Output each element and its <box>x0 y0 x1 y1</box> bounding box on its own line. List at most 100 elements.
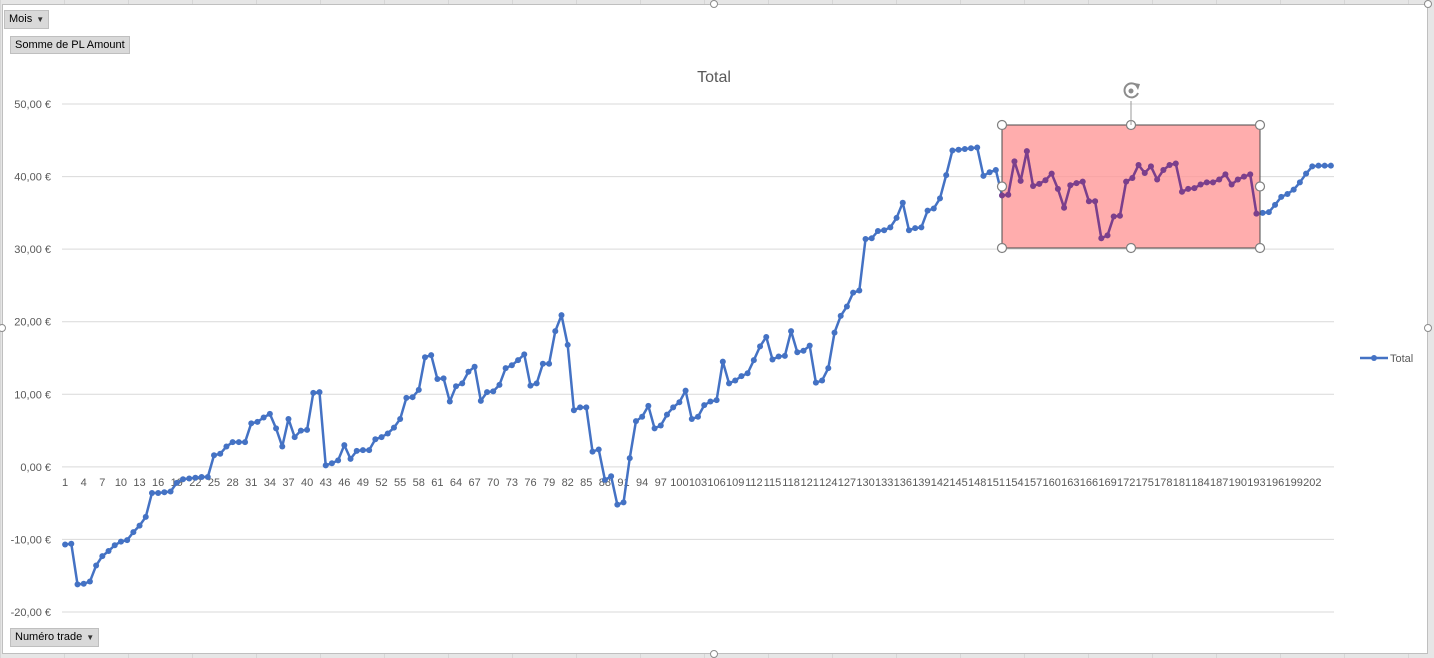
data-point <box>515 357 522 364</box>
x-tick-label: 112 <box>745 477 763 489</box>
x-tick-label: 73 <box>506 477 518 489</box>
data-point <box>775 353 782 360</box>
data-point <box>949 147 956 154</box>
highlighted-data-point <box>1172 160 1179 167</box>
x-tick-label: 118 <box>782 477 800 489</box>
highlighted-data-point <box>1092 198 1099 205</box>
data-point <box>353 447 360 454</box>
data-point <box>887 224 894 231</box>
shape-resize-handle[interactable] <box>1254 242 1266 254</box>
data-point <box>477 397 484 404</box>
data-point <box>732 377 739 384</box>
data-point <box>781 352 788 359</box>
data-point <box>589 448 596 455</box>
data-point <box>266 410 273 417</box>
data-point <box>273 425 280 432</box>
highlighted-data-point <box>1042 177 1049 184</box>
x-tick-label: 28 <box>227 477 239 489</box>
data-point <box>490 388 497 395</box>
chart-resize-handle-top[interactable] <box>710 0 718 8</box>
rotate-arrowhead <box>1134 83 1140 90</box>
highlighted-data-point <box>1203 179 1210 186</box>
x-tick-label: 40 <box>301 477 313 489</box>
shape-resize-handle[interactable] <box>996 119 1008 131</box>
highlighted-data-point <box>1222 171 1229 178</box>
data-point <box>217 450 224 457</box>
data-point <box>688 415 695 422</box>
data-point <box>1290 186 1297 193</box>
chart-resize-handle-right[interactable] <box>1424 324 1432 332</box>
data-point <box>117 538 124 545</box>
data-point <box>707 398 714 405</box>
data-point <box>130 529 137 536</box>
data-point <box>390 424 397 431</box>
data-point <box>719 358 726 365</box>
data-point <box>974 144 981 151</box>
highlighted-data-point <box>1073 180 1080 187</box>
data-point <box>80 580 87 587</box>
data-point <box>179 476 186 483</box>
x-tick-label: 202 <box>1303 477 1321 489</box>
rotate-icon[interactable] <box>1123 82 1140 99</box>
highlighted-data-point <box>1191 185 1198 192</box>
x-tick-label: 43 <box>320 477 332 489</box>
chart-resize-handle-top-right[interactable] <box>1424 0 1432 8</box>
x-tick-label: 124 <box>819 477 837 489</box>
data-point <box>539 360 546 367</box>
y-tick-label: -20,00 € <box>11 607 51 619</box>
data-point <box>335 457 342 464</box>
highlighted-data-point <box>1228 181 1235 188</box>
x-tick-label: 187 <box>1210 477 1228 489</box>
x-tick-label: 64 <box>450 477 462 489</box>
data-point <box>608 473 615 480</box>
highlighted-data-point <box>1098 235 1105 242</box>
x-tick-label: 85 <box>580 477 592 489</box>
shape-resize-handle[interactable] <box>1254 181 1266 192</box>
chart-resize-handle-left[interactable] <box>0 324 6 332</box>
highlighted-data-point <box>1005 191 1012 198</box>
axis-field-button[interactable]: Numéro trade ▼ <box>10 628 100 647</box>
data-point <box>1309 163 1316 170</box>
y-tick-label: 0,00 € <box>20 462 51 474</box>
chart-area[interactable] <box>2 4 1428 654</box>
mois-filter-button[interactable]: Mois ▼ <box>4 10 50 29</box>
highlighted-data-point <box>1129 175 1136 182</box>
data-point <box>260 414 267 421</box>
highlighted-data-point <box>1023 148 1030 155</box>
x-tick-label: 166 <box>1080 477 1098 489</box>
data-point <box>204 474 211 481</box>
highlighted-data-point <box>1123 178 1130 185</box>
shape-resize-handle[interactable] <box>1125 242 1137 254</box>
highlighted-data-point <box>1147 163 1154 170</box>
data-point <box>806 342 813 349</box>
data-point <box>639 413 646 420</box>
data-point <box>850 289 857 296</box>
data-point <box>62 541 69 548</box>
data-point <box>980 172 987 179</box>
data-point <box>657 422 664 429</box>
x-tick-label: 196 <box>1266 477 1284 489</box>
data-point <box>322 462 329 469</box>
data-point <box>521 351 528 358</box>
x-tick-label: 142 <box>931 477 949 489</box>
highlighted-data-point <box>1241 173 1248 180</box>
data-point <box>279 443 286 450</box>
shape-resize-handle[interactable] <box>1254 119 1266 131</box>
highlighted-data-point <box>1185 185 1192 192</box>
shape-resize-handle[interactable] <box>996 181 1008 192</box>
shape-resize-handle[interactable] <box>996 242 1008 254</box>
data-point <box>812 379 819 386</box>
x-tick-label: 46 <box>338 477 350 489</box>
data-point <box>583 404 590 411</box>
highlighted-data-point <box>1154 176 1161 183</box>
y-tick-label: -10,00 € <box>11 534 51 546</box>
data-point <box>837 312 844 319</box>
highlighted-data-point <box>1197 181 1204 188</box>
data-point <box>905 227 912 234</box>
data-point <box>1284 190 1291 197</box>
highlighted-data-point <box>1178 188 1185 195</box>
value-field-button[interactable]: Somme de PL Amount <box>10 36 130 54</box>
x-tick-label: 25 <box>208 477 220 489</box>
data-point <box>620 499 627 506</box>
highlighted-data-point <box>1085 198 1092 205</box>
